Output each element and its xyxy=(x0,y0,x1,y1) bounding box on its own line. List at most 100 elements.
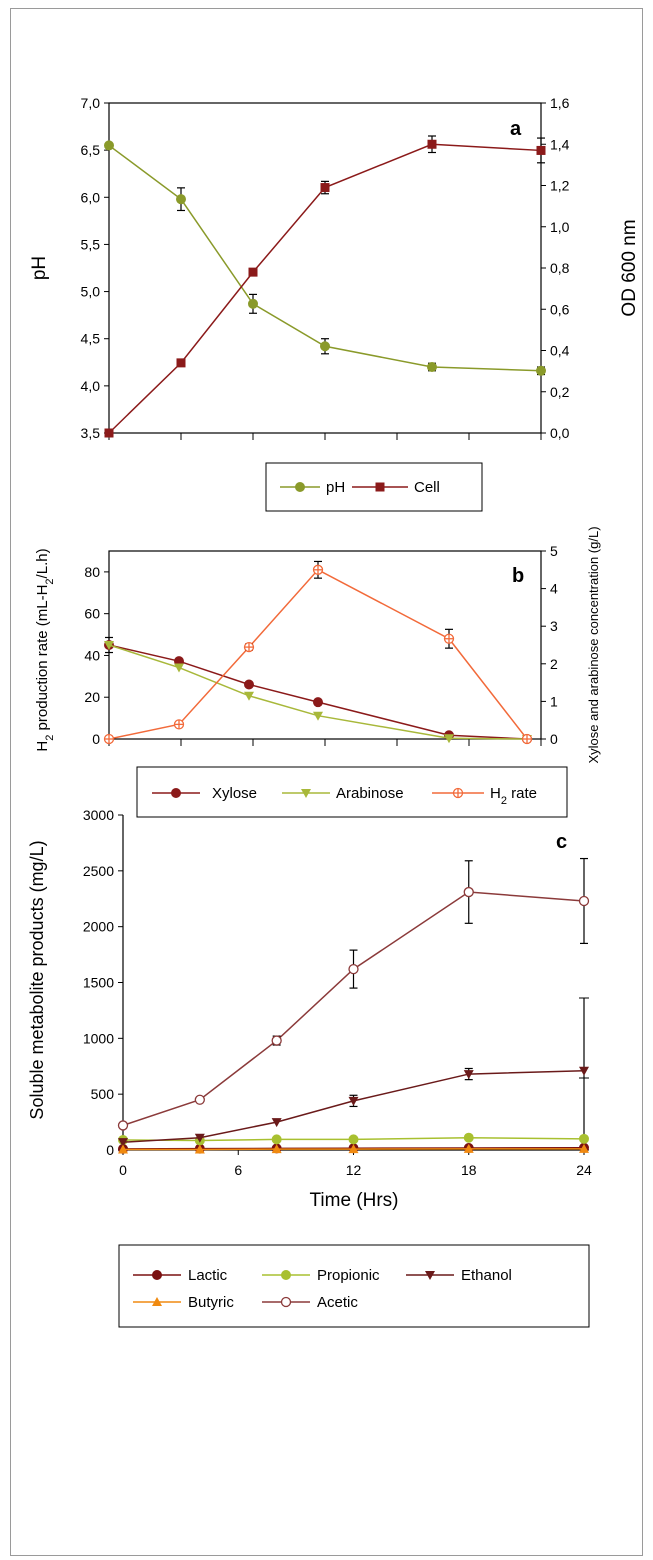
panel-c-ytick-label-5: 2500 xyxy=(83,863,114,879)
panel-a-legend-marker-ph xyxy=(295,482,305,492)
panel-b-point-arabinose-1 xyxy=(174,663,184,673)
panel-c-series-line-ethanol xyxy=(122,1069,585,1143)
panel-c-xtick-label-3: 18 xyxy=(461,1162,477,1178)
panel-b-point-xylose-2 xyxy=(244,679,254,690)
panel-c-legend-marker-ethanol xyxy=(425,1271,435,1280)
panel-b-y2tick-label-4: 4 xyxy=(550,581,558,597)
panel-a-point-ph-3 xyxy=(320,341,330,352)
panel-b-y2tick-label-3: 3 xyxy=(550,618,558,634)
panel-b-legend-label-h2: H2 rate xyxy=(490,785,537,807)
panel-a-point-cell-5 xyxy=(536,145,546,155)
panel-b-series-line-arabinose xyxy=(108,644,528,740)
panel-a-y2tick-label-8: 1,6 xyxy=(550,95,570,111)
panel-c-point-propionic-3 xyxy=(348,1134,359,1145)
panel-a-point-cell-0 xyxy=(104,428,114,438)
panel-c-point-acetic-1 xyxy=(194,1094,205,1105)
panel-a-y2tick-label-4: 0,8 xyxy=(550,260,570,276)
panel-c-ytick-label-3: 1500 xyxy=(83,975,114,991)
panel-a-legend-marker-cell xyxy=(375,482,385,492)
panel-c-legend-marker-butyric xyxy=(152,1297,162,1306)
panel-c-point-acetic-3 xyxy=(348,963,359,975)
panel-a-label: a xyxy=(510,118,522,140)
panel-c-legend-marker-lactic xyxy=(152,1270,162,1280)
panel-b-ytick-label-0: 0 xyxy=(92,731,100,747)
panel-b-ylabel: H2 production rate (mL-H2/L.h) xyxy=(34,548,56,751)
panel-b-y2label: Xylose and arabinose concentration (g/L) xyxy=(586,526,601,763)
panel-a-y2tick-label-3: 0,6 xyxy=(550,301,570,317)
panel-a-ylabel: pH xyxy=(29,256,50,280)
panel-b-plot-area xyxy=(108,550,542,740)
panel-b-legend-marker-h2 xyxy=(452,787,464,799)
panel-c-point-butyric-1 xyxy=(194,1144,205,1154)
panel-c-ylabel: Soluble metabolite products (mg/L) xyxy=(27,840,47,1119)
panel-c-point-acetic-0 xyxy=(117,1120,129,1131)
panel-b-legend-box xyxy=(136,766,568,818)
panel-b-point-h2-rate-3 xyxy=(312,564,324,575)
panel-c-ytick-label-0: 0 xyxy=(106,1142,114,1158)
panel-a-point-ph-4 xyxy=(427,362,437,372)
panel-b-ytick-label-3: 60 xyxy=(84,606,100,622)
panel-b-point-h2-rate-5 xyxy=(521,733,533,745)
panel-c-point-ethanol-3 xyxy=(348,1096,359,1106)
panel-a-point-cell-4 xyxy=(427,139,437,149)
panel-a-y2tick-label-0: 0,0 xyxy=(550,425,570,441)
panel-c-point-ethanol-1 xyxy=(194,1133,205,1143)
panel-c-point-acetic-2 xyxy=(271,1035,282,1046)
panel-b-label: b xyxy=(512,565,524,587)
panel-b-y2tick-label-5: 5 xyxy=(550,543,558,559)
panel-c-point-butyric-3 xyxy=(348,1144,359,1154)
panel-c-xtick-label-2: 12 xyxy=(346,1162,362,1178)
panel-a-plot-area xyxy=(108,102,542,434)
panel-b-y2tick-label-2: 2 xyxy=(550,656,558,672)
panel-a-y2tick-label-1: 0,2 xyxy=(550,384,570,400)
panel-c-ytick-label-1: 500 xyxy=(91,1086,115,1102)
panel-a-ytick-label-3: 5,0 xyxy=(81,284,101,300)
panel-c-legend-label-butyric: Butyric xyxy=(188,1294,234,1311)
panel-b-y2tick-label-0: 0 xyxy=(550,731,558,747)
panel-c-series-line-butyric xyxy=(123,1148,584,1151)
panel-c-legend-marker-propionic xyxy=(281,1270,291,1280)
panel-c-point-ethanol-4 xyxy=(463,1070,474,1080)
panel-c-ytick-label-4: 2000 xyxy=(83,919,114,935)
panel-c-ytick-label-6: 3000 xyxy=(83,807,114,823)
panel-a-point-ph-5 xyxy=(536,365,546,376)
panel-c-point-propionic-4 xyxy=(463,1132,474,1143)
panel-c-point-acetic-5 xyxy=(578,895,590,907)
panel-c-point-ethanol-2 xyxy=(271,1118,282,1128)
panel-b-point-h2-rate-0 xyxy=(103,733,115,745)
panel-c-xtick-label-1: 6 xyxy=(234,1162,242,1178)
panel-c-xtick-label-0: 0 xyxy=(119,1162,127,1178)
panel-c-series-line-acetic xyxy=(122,891,585,1127)
panel-a-point-ph-0 xyxy=(104,140,114,151)
panel-c-point-propionic-2 xyxy=(271,1134,282,1145)
panel-c-legend-marker-acetic xyxy=(280,1296,292,1308)
panel-c-point-ethanol-0 xyxy=(118,1138,128,1148)
panel-b-legend-marker-xylose xyxy=(171,788,181,798)
panel-c-point-butyric-0 xyxy=(118,1144,128,1154)
panel-a-point-ph-1 xyxy=(176,194,186,205)
panel-a-series-line-ph xyxy=(108,144,542,372)
panel-a-y2tick-label-7: 1,4 xyxy=(550,136,570,152)
panel-c-xlabel: Time (Hrs) xyxy=(310,1190,399,1211)
panel-b-point-h2-rate-4 xyxy=(443,633,455,644)
panel-b-ytick-label-2: 40 xyxy=(84,647,100,663)
panel-a-ytick-label-1: 4,0 xyxy=(81,378,101,394)
panel-c-xtick-label-4: 24 xyxy=(576,1162,592,1178)
panel-a-ytick-label-6: 6,5 xyxy=(81,142,101,158)
panel-a-series-line-cell xyxy=(108,143,542,434)
panel-b-legend-label-arabinose: Arabinose xyxy=(336,785,404,802)
panel-c-point-butyric-2 xyxy=(271,1144,282,1154)
panel-a-y2tick-label-5: 1,0 xyxy=(550,219,570,235)
panel-c-point-butyric-4 xyxy=(463,1143,474,1153)
panel-c-legend-label-ethanol: Ethanol xyxy=(461,1267,512,1284)
panel-a-point-cell-3 xyxy=(320,183,330,193)
panel-a-ytick-label-0: 3,5 xyxy=(81,425,101,441)
panel-c-point-ethanol-5 xyxy=(579,1066,589,1076)
panel-a-point-cell-1 xyxy=(176,358,186,368)
panel-a-point-ph-2 xyxy=(248,298,258,309)
panel-a-ytick-label-4: 5,5 xyxy=(81,236,101,252)
panel-b-ytick-label-1: 20 xyxy=(84,689,100,705)
panel-b-series-line-xylose xyxy=(108,644,528,740)
panel-c-series-line-propionic xyxy=(122,1136,585,1142)
